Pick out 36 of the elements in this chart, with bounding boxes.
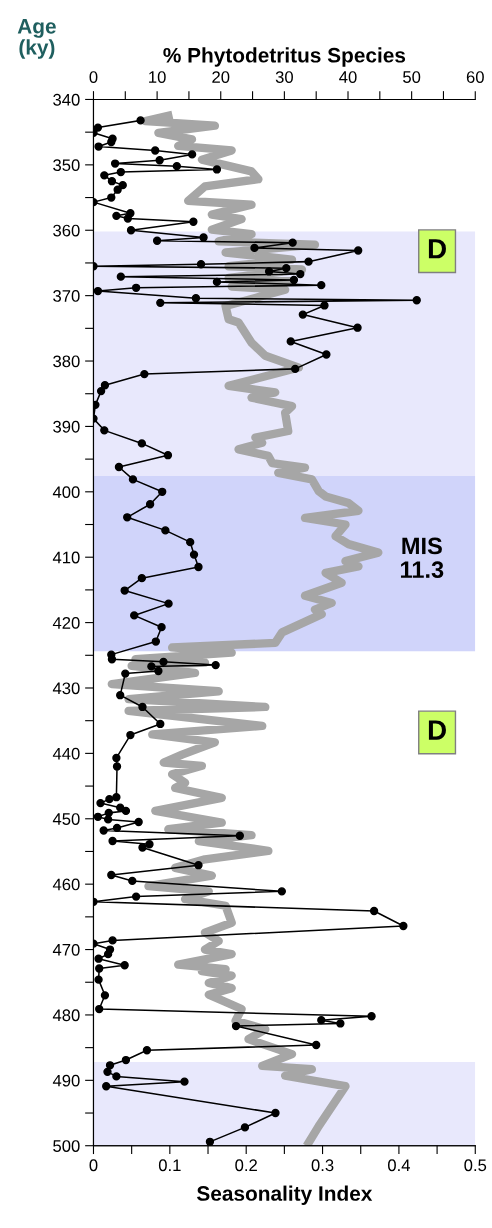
x-tick-label: 0.4 — [387, 1159, 411, 1172]
x2-tick-label: 50 — [403, 71, 421, 83]
x2-axis-title: % Phytodetritus Species — [163, 47, 406, 67]
x-tick-label: 0.2 — [235, 1159, 257, 1172]
x-axis-title: Seasonality Index — [196, 1185, 373, 1205]
y-axis-title: Age (ky) — [17, 19, 56, 59]
y-tick-label: 410 — [52, 551, 80, 564]
y-tick-label: 340 — [53, 93, 80, 106]
y-tick-label: 430 — [52, 682, 80, 695]
y-tick-label: 390 — [53, 420, 80, 433]
y-tick-label: 400 — [52, 486, 80, 499]
x-tick-label: 0 — [89, 1159, 98, 1172]
x2-tick-label: 10 — [149, 71, 166, 83]
y-tick-label: 360 — [53, 224, 80, 237]
y-tick-label: 500 — [53, 1140, 80, 1152]
y-tick-label: 480 — [52, 1009, 80, 1022]
x2-tick-label: 20 — [212, 71, 230, 83]
x-tick-label: 0.3 — [311, 1159, 334, 1172]
y-tick-label: 380 — [53, 355, 80, 368]
y-tick-label: 350 — [53, 159, 80, 172]
x-tick-label: 0.5 — [464, 1159, 487, 1172]
y-tick-label: 470 — [52, 943, 80, 956]
annotation: MIS 11.3 — [400, 537, 444, 579]
annotation: D — [428, 720, 446, 740]
x2-tick-label: 60 — [466, 71, 484, 83]
y-tick-label: 450 — [52, 813, 80, 825]
x2-tick-label: 0 — [89, 71, 98, 83]
y-tick-label: 490 — [52, 1074, 80, 1087]
y-tick-label: 460 — [52, 878, 80, 891]
y-tick-label: 420 — [52, 617, 80, 629]
x2-tick-label: 40 — [339, 71, 357, 83]
y-tick-label: 370 — [53, 290, 80, 302]
x-tick-label: 0.1 — [158, 1159, 181, 1172]
x2-tick-label: 30 — [275, 71, 293, 83]
y-tick-label: 440 — [52, 747, 80, 760]
annotation: D — [428, 239, 446, 259]
